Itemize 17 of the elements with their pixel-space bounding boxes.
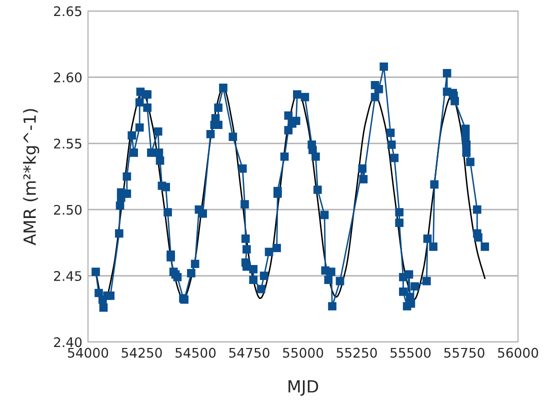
y-tick-label: 2.60	[54, 72, 82, 82]
x-tick-label: 55000	[283, 348, 324, 358]
y-tick-label: 2.50	[54, 204, 82, 215]
x-axis-title: MJD	[288, 380, 318, 396]
x-tick-label: 56000	[498, 348, 538, 358]
x-tick-label: 54000	[68, 348, 108, 358]
x-tick-label: 54250	[122, 348, 162, 358]
x-tick-label: 55500	[390, 348, 431, 358]
x-tick-label: 54750	[229, 348, 270, 358]
y-axis-title: AMR (m²*kg^-1)	[23, 109, 40, 246]
y-tick-label: 2.45	[54, 271, 82, 281]
y-tick-label: 2.65	[54, 6, 82, 16]
x-tick-label: 54500	[176, 348, 216, 358]
y-tick-label: 2.40	[54, 337, 82, 348]
x-tick-label: 55250	[336, 348, 377, 358]
y-tick-label: 2.55	[54, 138, 82, 149]
x-tick-label: 55750	[444, 348, 484, 358]
